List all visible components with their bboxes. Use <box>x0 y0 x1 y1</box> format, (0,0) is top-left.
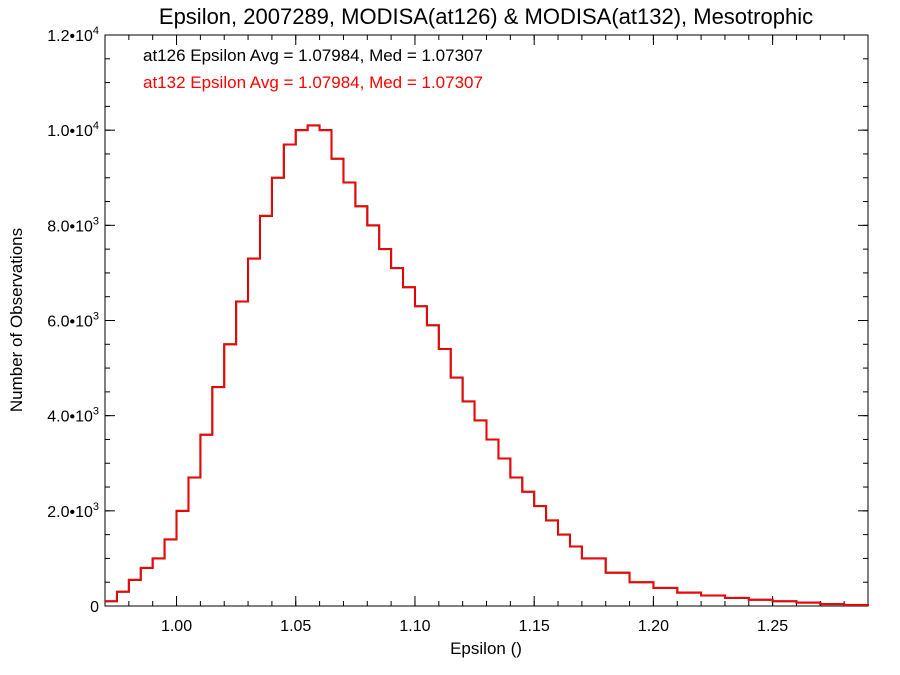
y-tick-label: 8.0•103 <box>47 215 99 235</box>
axis-ticks: 1.00 1.05 1.10 1.15 1.20 1.25 0 2.0•103 4.0•103 6… <box>47 25 869 635</box>
y-tick-label: 0 <box>90 599 99 616</box>
y-tick-label: 4.0•103 <box>47 406 99 426</box>
series-layer <box>105 124 869 607</box>
y-tick-label: 2.0•103 <box>47 501 99 521</box>
x-tick-label: 1.15 <box>519 618 550 635</box>
y-tick-label: 1.2•104 <box>47 25 99 45</box>
y-tick-label: 6.0•103 <box>47 311 99 331</box>
annotations: at126 Epsilon Avg = 1.07984, Med = 1.073… <box>143 46 483 92</box>
x-tick-label: 1.20 <box>638 618 669 635</box>
x-axis-label: Epsilon () <box>450 639 522 658</box>
series-at132-line <box>105 124 869 606</box>
annotation-2: at132 Epsilon Avg = 1.07984, Med = 1.073… <box>143 73 483 92</box>
annotation-1: at126 Epsilon Avg = 1.07984, Med = 1.073… <box>143 46 483 65</box>
x-tick-label: 1.05 <box>280 618 311 635</box>
series-at126-line <box>105 124 869 607</box>
y-tick-label: 1.0•104 <box>47 120 99 140</box>
x-tick-label: 1.00 <box>161 618 192 635</box>
y-axis-label: Number of Observations <box>7 228 26 412</box>
plot-frame <box>104 34 869 607</box>
x-tick-label: 1.10 <box>399 618 430 635</box>
chart-title: Epsilon, 2007289, MODISA(at126) & MODISA… <box>159 4 813 29</box>
x-tick-label: 1.25 <box>757 618 788 635</box>
